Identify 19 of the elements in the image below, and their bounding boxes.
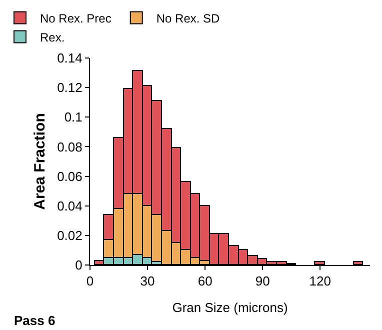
legend-label: Rex. (40, 30, 65, 44)
x-tick-label: 60 (198, 274, 212, 289)
y-tick-label: 0.02 (57, 228, 82, 243)
legend-label: No Rex. SD (156, 11, 220, 26)
text: Pass 6 (14, 313, 56, 328)
x-tick-label: 0 (86, 274, 94, 289)
x-axis-title: Gran Size (microns) (172, 300, 288, 316)
x-tick-label: 30 (140, 274, 155, 289)
legend-label: No Rex. Prec (40, 11, 112, 26)
y-tick-label: 0.1 (64, 110, 82, 125)
y-tick-label: 0.06 (57, 168, 82, 184)
y-tick-label: 0 (75, 258, 82, 273)
x-tick-label: 90 (255, 274, 270, 289)
y-tick-label: 0.12 (57, 80, 82, 96)
y-axis-title: Area Fraction (31, 113, 48, 210)
y-tick-label: 0.04 (57, 198, 82, 214)
x-tick-label: 120 (309, 274, 331, 289)
y-tick-label: 0.14 (57, 50, 82, 66)
y-tick-label: 0.08 (57, 139, 82, 154)
